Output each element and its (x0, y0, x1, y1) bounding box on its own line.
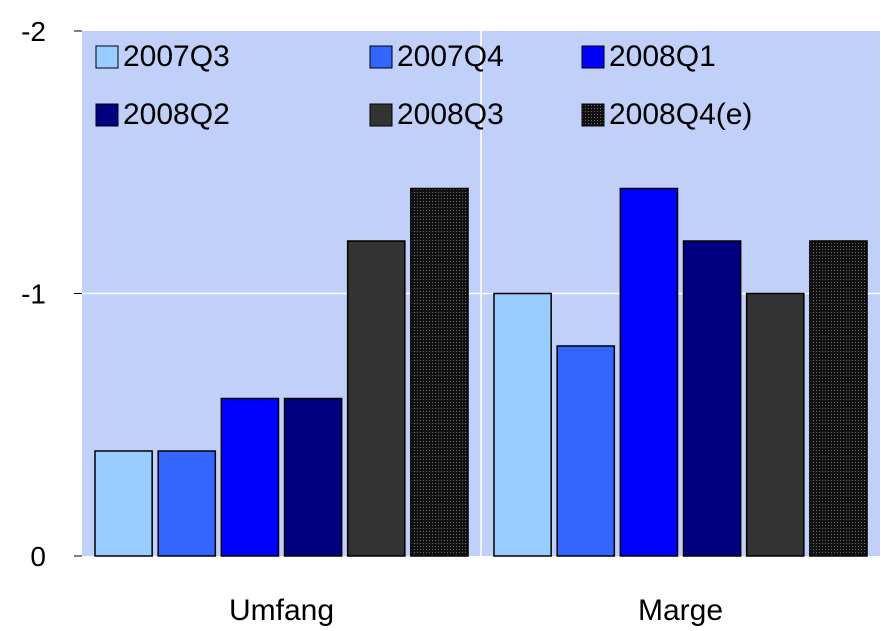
bar-2007Q3-Umfang (94, 450, 153, 557)
legend-swatch (581, 45, 605, 69)
legend-item-2008Q4(e): 2008Q4(e) (581, 98, 752, 131)
legend-label: 2008Q1 (609, 40, 716, 73)
legend-swatch (95, 103, 119, 127)
legend: 2007Q3 2007Q4 2008Q1 2008Q2 2008Q3 2008Q4(e) (95, 40, 752, 131)
legend-swatch (581, 103, 605, 127)
bars (94, 187, 868, 557)
bar-2008Q4(e)-Marge (809, 240, 868, 557)
legend-label: 2008Q2 (123, 98, 230, 131)
y-tick-label: 0 (30, 541, 46, 572)
bar-2008Q1-Umfang (220, 397, 280, 557)
x-axis-categories: Umfang Marge (229, 594, 723, 627)
bar-2007Q4-Umfang (157, 450, 217, 557)
bar-2008Q1-Marge (619, 187, 679, 557)
legend-swatch (95, 45, 119, 69)
y-axis-ticks: -2 -1 0 (21, 16, 82, 572)
bar-2007Q4-Marge (556, 345, 616, 557)
y-tick-label: -2 (21, 16, 46, 47)
legend-swatch (369, 103, 393, 127)
legend-swatch (369, 45, 393, 69)
bar-2008Q2-Marge (682, 240, 742, 557)
category-label: Umfang (229, 594, 334, 627)
bar-2008Q3-Umfang (346, 240, 406, 557)
legend-label: 2008Q3 (397, 98, 504, 131)
bar-2008Q2-Umfang (283, 397, 343, 557)
legend-item-2007Q4: 2007Q4 (369, 40, 504, 73)
bar-2007Q3-Marge (493, 292, 552, 557)
legend-item-2007Q3: 2007Q3 (95, 40, 230, 73)
legend-label: 2007Q4 (397, 40, 504, 73)
legend-item-2008Q3: 2008Q3 (369, 98, 504, 131)
legend-label: 2007Q3 (123, 40, 230, 73)
legend-item-2008Q2: 2008Q2 (95, 98, 230, 131)
legend-label: 2008Q4(e) (609, 98, 752, 131)
bar-2008Q3-Marge (745, 292, 805, 557)
y-tick-label: -1 (21, 279, 46, 310)
bar-2008Q4(e)-Umfang (410, 187, 469, 557)
category-label: Marge (638, 594, 723, 627)
legend-item-2008Q1: 2008Q1 (581, 40, 716, 73)
